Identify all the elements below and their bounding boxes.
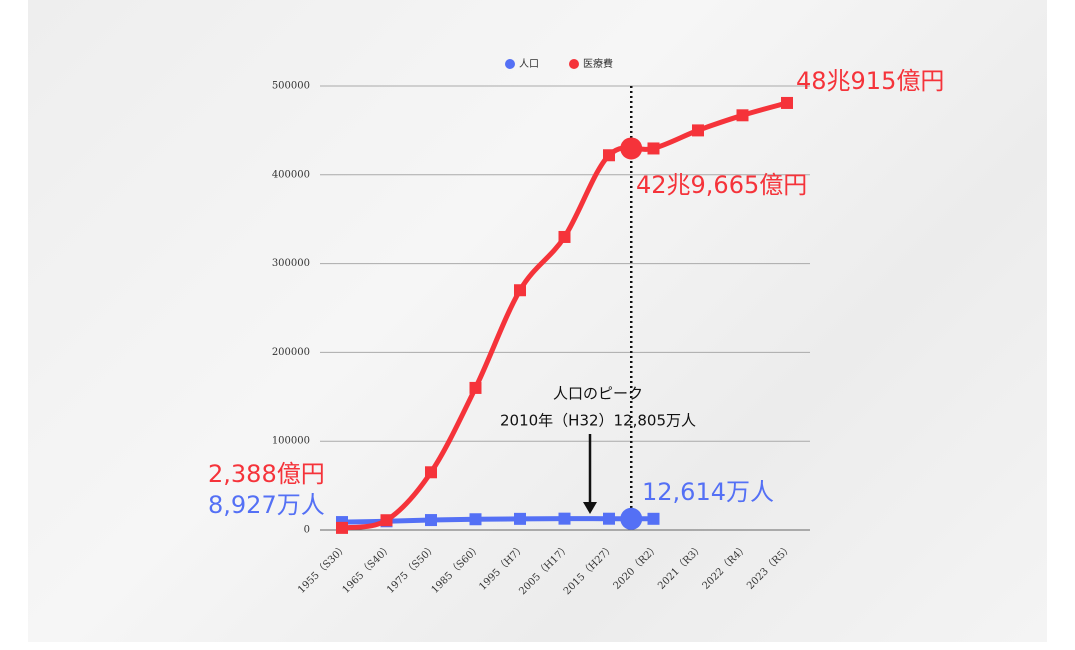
legend-marker [505, 59, 515, 69]
point [647, 142, 660, 155]
point [469, 381, 482, 394]
highlight-point [620, 507, 643, 530]
point [514, 284, 526, 297]
y-tick-label: 400000 [272, 169, 310, 180]
y-tick-label: 500000 [272, 81, 310, 92]
x-tick-label: 1995（H7） [477, 541, 528, 592]
point [380, 514, 393, 527]
point [603, 149, 615, 162]
point [425, 466, 437, 479]
point [558, 512, 571, 525]
y-tick-label: 0 [304, 525, 310, 536]
annotation: 48兆915億円 [796, 67, 944, 95]
point [425, 514, 437, 527]
point [692, 124, 704, 137]
x-tick-label: 2022（R4） [700, 541, 750, 591]
annotation: 人口のピーク [553, 385, 643, 403]
series-line [341, 100, 788, 531]
annotation: 12,614万人 [642, 478, 774, 506]
legend-label: 人口 [519, 58, 539, 70]
legend-label: 医療費 [583, 57, 613, 70]
x-tick-label: 2023（R5） [744, 541, 794, 591]
y-tick-label: 100000 [272, 436, 310, 447]
point [558, 230, 571, 243]
y-tick-label: 300000 [272, 258, 310, 269]
annotation: 2,388億円 [208, 460, 325, 488]
point [514, 512, 526, 525]
annotation: 8,927万人 [208, 491, 325, 519]
x-tick-label: 2020（R2） [611, 541, 661, 591]
point [781, 96, 793, 109]
annotation: 2010年（H32）12,805万人 [500, 412, 696, 430]
annotation: 42兆9,665億円 [636, 171, 807, 199]
legend-marker [569, 59, 579, 69]
y-tick-label: 200000 [272, 347, 310, 358]
point [336, 521, 348, 534]
peak-arrowhead [583, 502, 597, 514]
x-tick-label: 2021（R3） [655, 541, 705, 591]
point [469, 513, 482, 526]
highlight-point [620, 137, 643, 160]
point [603, 512, 615, 525]
point [736, 109, 749, 122]
point [647, 512, 660, 525]
background-panel [28, 0, 1047, 642]
